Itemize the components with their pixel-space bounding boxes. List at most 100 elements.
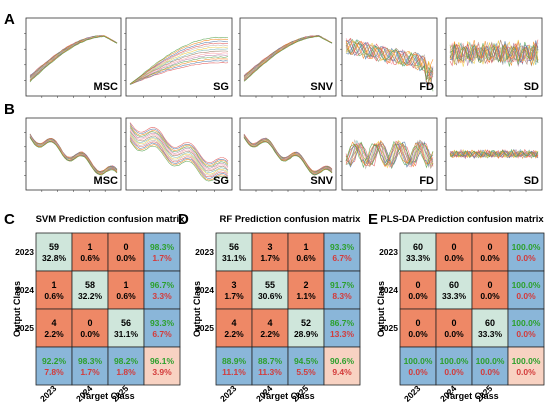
matrix-cell bbox=[143, 346, 181, 386]
matrix-cell-count: 0 bbox=[487, 280, 492, 290]
matrix-cell-count: 0 bbox=[123, 242, 128, 252]
row-class-label: 2025 bbox=[15, 323, 34, 333]
matrix-cell-percent: 2.2% bbox=[44, 329, 64, 339]
spectrum-line bbox=[345, 37, 434, 77]
matrix-cell-percent: 0.0% bbox=[408, 291, 428, 301]
matrix-cell-accuracy: 100.0% bbox=[512, 280, 541, 290]
matrix-cell-percent: 0.0% bbox=[80, 329, 100, 339]
matrix-cell-error: 1.7% bbox=[152, 253, 172, 263]
matrix-cell bbox=[35, 308, 73, 348]
matrix-cell bbox=[507, 346, 545, 386]
spectrum-line bbox=[129, 48, 229, 85]
matrix-cell-error: 6.7% bbox=[152, 329, 172, 339]
matrix-cell-percent: 0.6% bbox=[296, 253, 316, 263]
row-class-label: 2023 bbox=[379, 247, 398, 257]
matrix-cell-count: 3 bbox=[267, 242, 272, 252]
spectrum-panel-msc-b: MSC bbox=[24, 117, 122, 192]
matrix-cell bbox=[251, 308, 289, 348]
spectrum-line bbox=[129, 56, 229, 85]
matrix-cell-accuracy: 98.2% bbox=[114, 356, 139, 366]
matrix-cell-percent: 30.6% bbox=[258, 291, 283, 301]
matrix-cell-count: 0 bbox=[415, 280, 420, 290]
matrix-cell-error: 9.4% bbox=[332, 367, 352, 377]
matrix-cell-percent: 31.1% bbox=[222, 253, 247, 263]
spectrum-label: MSC bbox=[94, 175, 119, 187]
panel-letter-e: E bbox=[368, 211, 378, 228]
rf-confusion-matrix: RF Prediction confusion matrix5631.1%31.… bbox=[192, 214, 361, 404]
spectrum-panel-msc-a: MSC bbox=[24, 17, 122, 98]
matrix-cell-error: 3.3% bbox=[152, 291, 172, 301]
matrix-cell bbox=[471, 270, 509, 310]
matrix-cell bbox=[71, 270, 109, 310]
spectrum-line bbox=[345, 142, 434, 168]
matrix-cell-accuracy: 90.6% bbox=[330, 356, 355, 366]
spectrum-line bbox=[345, 37, 434, 79]
spectrum-panel-sd-b: SD bbox=[444, 117, 543, 192]
matrix-cell bbox=[399, 308, 437, 348]
spectrum-label: SNV bbox=[310, 175, 333, 187]
spectrum-line bbox=[129, 60, 229, 85]
target-class-axis-label: Target Class bbox=[445, 391, 498, 401]
row-class-label: 2025 bbox=[379, 323, 398, 333]
matrix-cell-count: 1 bbox=[303, 242, 308, 252]
matrix-cell bbox=[107, 346, 145, 386]
matrix-cell-error: 0.0% bbox=[480, 367, 500, 377]
matrix-cell-error: 0.0% bbox=[516, 367, 536, 377]
matrix-cell-percent: 33.3% bbox=[442, 291, 467, 301]
spectrum-line bbox=[243, 136, 333, 175]
spectrum-label: SD bbox=[524, 81, 539, 93]
matrix-cell-count: 58 bbox=[85, 280, 95, 290]
matrix-cell-error: 11.3% bbox=[258, 367, 282, 377]
matrix-cell bbox=[107, 270, 145, 310]
spectrum-label: SD bbox=[524, 175, 539, 187]
matrix-cell-count: 1 bbox=[87, 242, 92, 252]
spectrum-line bbox=[29, 137, 118, 176]
row-class-label: 2025 bbox=[195, 323, 214, 333]
row-class-label: 2023 bbox=[195, 247, 214, 257]
matrix-cell-count: 0 bbox=[415, 318, 420, 328]
spectrum-panel-snv-a: SNV bbox=[238, 17, 337, 98]
matrix-cell bbox=[471, 308, 509, 348]
matrix-cell-count: 3 bbox=[231, 280, 236, 290]
row-class-label: 2024 bbox=[195, 285, 214, 295]
matrix-cell-accuracy: 100.0% bbox=[512, 356, 541, 366]
spectrum-line bbox=[449, 42, 539, 67]
matrix-cell-count: 0 bbox=[487, 242, 492, 252]
matrix-cell-percent: 0.0% bbox=[444, 329, 464, 339]
matrix-cell-accuracy: 92.2% bbox=[42, 356, 67, 366]
spectrum-line bbox=[129, 139, 229, 181]
matrix-cell bbox=[507, 308, 545, 348]
matrix-cell bbox=[323, 270, 361, 310]
matrix-cell-accuracy: 96.1% bbox=[150, 356, 175, 366]
matrix-cell bbox=[71, 308, 109, 348]
matrix-cell-count: 4 bbox=[267, 318, 272, 328]
spectrum-line bbox=[129, 123, 229, 165]
col-class-label: 2023 bbox=[218, 383, 239, 404]
matrix-cell bbox=[287, 308, 325, 348]
matrix-cell bbox=[287, 232, 325, 272]
spectrum-panel-snv-b: SNV bbox=[238, 117, 337, 192]
spectrum-panel-sg-b: SG bbox=[124, 117, 233, 192]
matrix-cell-percent: 1.1% bbox=[296, 291, 316, 301]
matrix-cell-accuracy: 100.0% bbox=[512, 242, 541, 252]
matrix-cell-percent: 0.0% bbox=[116, 253, 136, 263]
matrix-cell-accuracy: 100.0% bbox=[404, 356, 433, 366]
row-class-label: 2024 bbox=[15, 285, 34, 295]
matrix-cell bbox=[471, 346, 509, 386]
matrix-cell-percent: 0.0% bbox=[480, 253, 500, 263]
matrix-cell-count: 4 bbox=[231, 318, 236, 328]
matrix-cell-error: 8.3% bbox=[332, 291, 352, 301]
matrix-cell-accuracy: 88.7% bbox=[258, 356, 283, 366]
spectrum-line bbox=[449, 43, 539, 65]
panel-letter-c: C bbox=[4, 211, 15, 228]
matrix-cell-count: 1 bbox=[51, 280, 56, 290]
spectrum-line bbox=[345, 40, 434, 86]
spectrum-label: FD bbox=[419, 175, 434, 187]
matrix-cell-count: 4 bbox=[51, 318, 56, 328]
matrix-cell-percent: 1.7% bbox=[260, 253, 280, 263]
panel-letter-a: A bbox=[4, 11, 15, 28]
matrix-cell bbox=[435, 346, 473, 386]
row-class-label: 2023 bbox=[15, 247, 34, 257]
spectrum-frame bbox=[25, 117, 122, 191]
spectrum-label: SG bbox=[213, 81, 229, 93]
